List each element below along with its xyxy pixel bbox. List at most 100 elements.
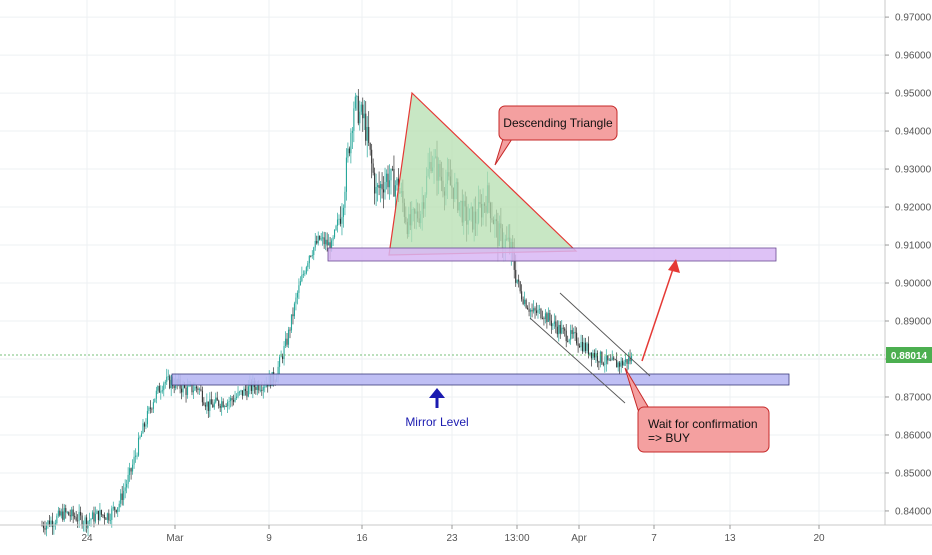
candle-body: [295, 297, 297, 304]
forecast-arrow-line[interactable]: [641, 265, 675, 362]
candle-body: [552, 323, 554, 327]
mirror-level-zone[interactable]: [171, 373, 790, 386]
candle-body: [252, 380, 254, 391]
resistance-zone[interactable]: [327, 247, 777, 262]
candle-body: [359, 111, 361, 124]
x-tick-label: Apr: [571, 533, 587, 544]
candle-body: [140, 433, 143, 437]
candle-body: [166, 376, 168, 382]
candle-body: [126, 483, 128, 488]
candle-body: [525, 299, 527, 308]
buy-callout[interactable]: [637, 406, 770, 453]
candle-body: [577, 343, 579, 346]
y-tick-label: 0.92000: [895, 203, 932, 214]
candle-body: [534, 308, 536, 311]
candle-body: [558, 324, 560, 335]
y-tick-label: 0.90000: [895, 279, 932, 290]
candle-body: [57, 510, 59, 516]
candle-body: [161, 390, 163, 392]
forecast-arrow-head: [668, 259, 680, 273]
candle-body: [240, 390, 242, 392]
candle-body: [289, 329, 291, 331]
x-tick-label: 13:00: [504, 533, 529, 544]
candle-body: [256, 383, 258, 390]
candle-body: [537, 309, 539, 313]
candle-body: [305, 267, 307, 274]
candle-body: [519, 281, 521, 292]
candle-body: [65, 508, 67, 513]
candle-body: [322, 237, 324, 239]
candle-body: [241, 390, 244, 396]
candle-body: [60, 511, 62, 516]
candle-body: [279, 357, 281, 367]
candle-body: [617, 362, 619, 368]
candle-body: [93, 512, 95, 522]
candle-body: [368, 126, 370, 143]
candle-body: [516, 279, 518, 283]
candle-body: [87, 521, 89, 528]
candle-body: [233, 399, 235, 402]
candle-body: [163, 383, 165, 391]
candle-body: [44, 528, 46, 530]
candle-body: [212, 404, 214, 408]
x-tick-label: 23: [446, 533, 458, 544]
candle-body: [151, 408, 153, 410]
candle-body: [365, 113, 367, 141]
candle-body: [47, 520, 49, 525]
candle-body: [528, 309, 530, 312]
candle-body: [342, 207, 345, 218]
candle-body: [68, 512, 70, 516]
candle-body: [586, 343, 588, 351]
candle-body: [185, 387, 187, 395]
candle-body: [344, 191, 346, 208]
candle-body: [203, 402, 205, 405]
candle-body: [348, 148, 350, 154]
candle-body: [259, 389, 261, 391]
candle-body: [292, 314, 294, 317]
candle-body: [59, 510, 61, 516]
candle-body: [258, 383, 260, 391]
candle-body: [243, 388, 245, 396]
channel-upper-line[interactable]: [559, 292, 651, 377]
candle-body: [56, 515, 58, 524]
candle-body: [579, 345, 581, 348]
candle-body: [301, 274, 303, 282]
candle-body: [333, 229, 336, 238]
y-axis[interactable]: 0.840000.850000.860000.870000.880000.890…: [884, 0, 932, 525]
candle-body: [535, 310, 538, 313]
candle-body: [145, 424, 147, 427]
x-axis[interactable]: 24 Mar 9 16 23 13:00 Apr 7 13 20: [0, 524, 932, 544]
candle-body: [314, 240, 316, 248]
candle-body: [390, 168, 392, 181]
candle-body: [72, 509, 74, 517]
candle-body: [583, 342, 585, 352]
descending-triangle-callout-text: Descending Triangle: [503, 116, 613, 130]
candle-body: [124, 487, 126, 491]
candle-body: [169, 376, 171, 389]
candle-body: [246, 390, 248, 397]
candle-body: [599, 351, 601, 363]
candle-body: [385, 173, 388, 182]
candle-body: [515, 269, 517, 283]
candle-body: [108, 513, 110, 521]
descending-triangle-callout[interactable]: [498, 105, 618, 141]
candle-body: [200, 389, 202, 391]
candle-body: [336, 219, 339, 226]
candle-body: [155, 390, 157, 399]
candle-body: [538, 308, 541, 310]
channel-lower-line[interactable]: [529, 317, 626, 404]
candle-body: [204, 404, 206, 407]
candle-body: [293, 303, 295, 317]
candle-body: [188, 384, 190, 387]
candle-body: [378, 185, 380, 189]
candle-body: [264, 386, 266, 388]
candle-body: [261, 389, 263, 391]
candle-body: [103, 514, 105, 519]
candle-body: [137, 437, 140, 456]
candle-body: [219, 405, 221, 408]
candle-body: [96, 510, 98, 514]
candle-body: [167, 376, 169, 378]
candle-body: [111, 508, 113, 520]
